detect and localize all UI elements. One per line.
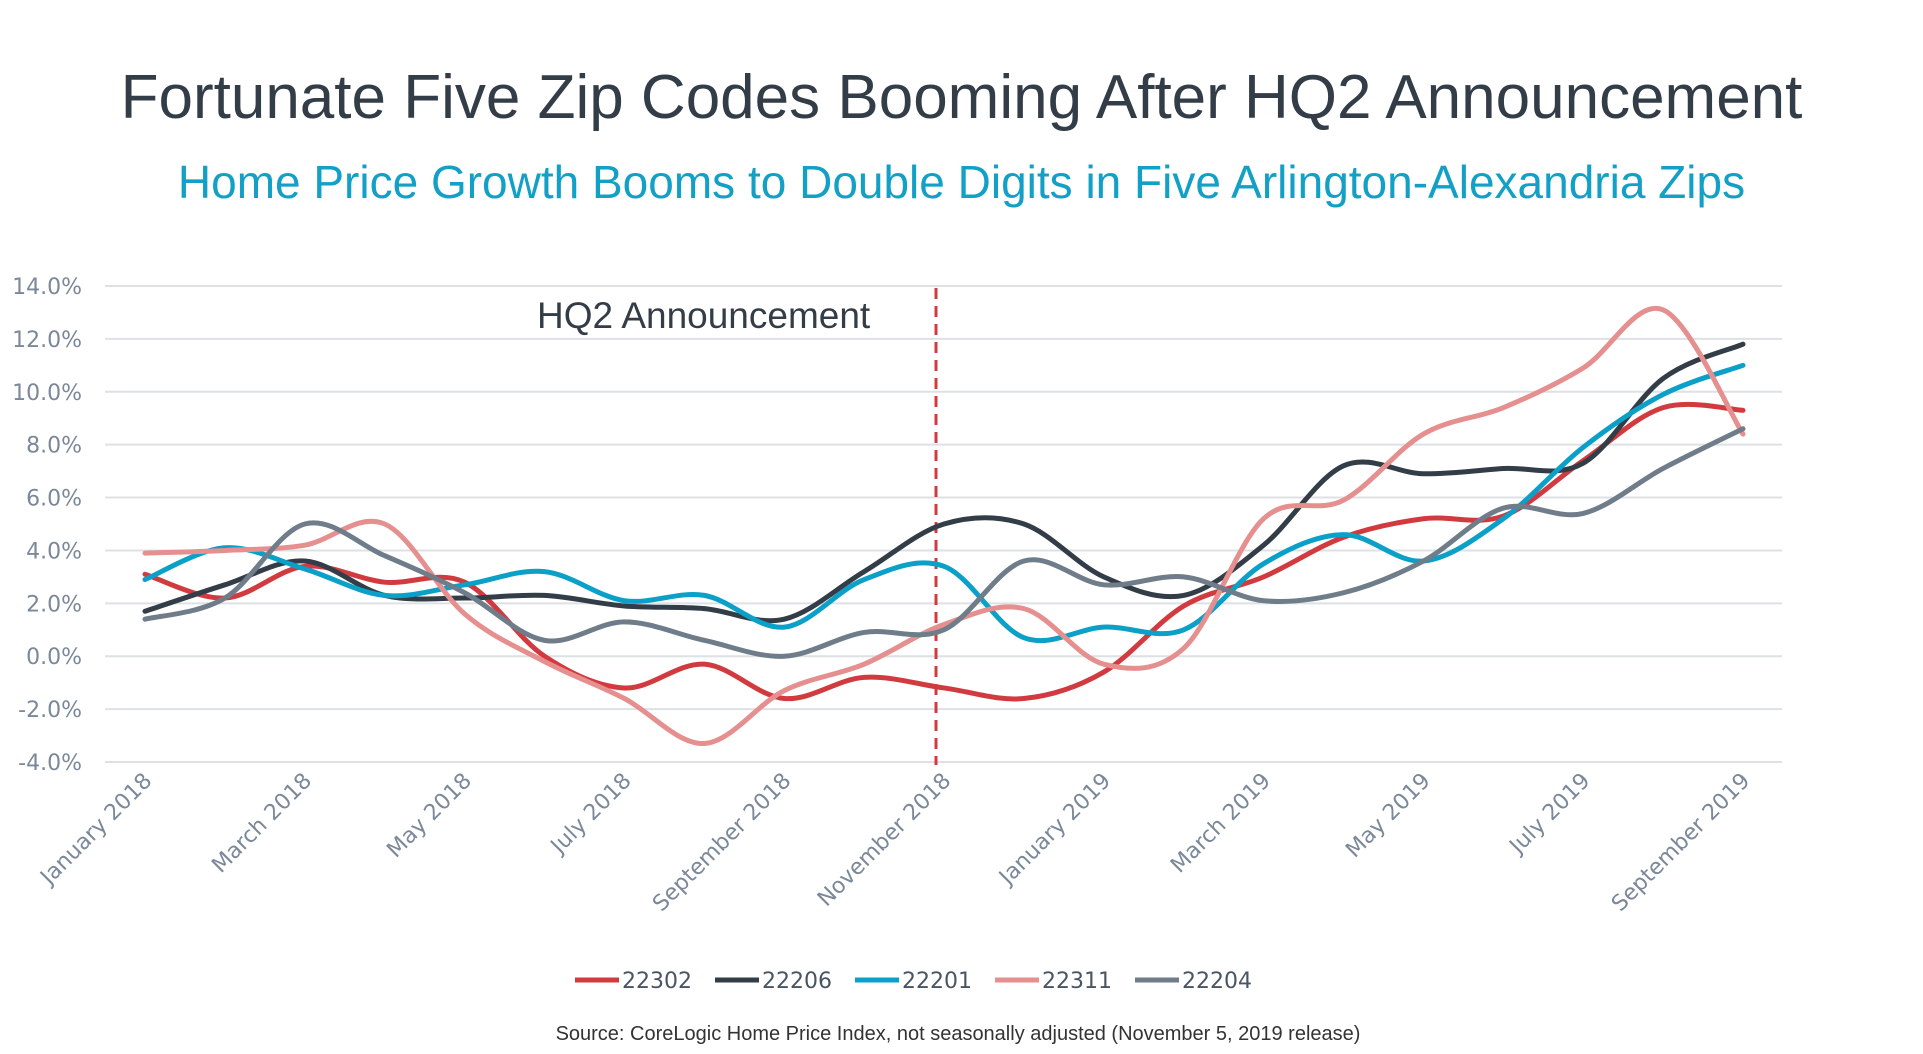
x-tick-label: May 2019 bbox=[1341, 769, 1435, 863]
y-tick-label: 4.0% bbox=[26, 539, 82, 564]
y-tick-label: 0.0% bbox=[26, 645, 82, 670]
legend-label-22201: 22201 bbox=[902, 969, 972, 994]
x-tick-label: January 2018 bbox=[35, 769, 158, 892]
hq2-announcement-label: HQ2 Announcement bbox=[537, 295, 871, 336]
x-tick-label: July 2019 bbox=[1504, 769, 1596, 861]
series-line-22311 bbox=[142, 305, 1746, 746]
series-line-22206 bbox=[142, 341, 1746, 624]
y-tick-label: 6.0% bbox=[26, 487, 82, 512]
legend-label-22204: 22204 bbox=[1182, 969, 1252, 994]
y-tick-label: 10.0% bbox=[12, 381, 82, 406]
x-tick-label: September 2019 bbox=[1607, 769, 1755, 917]
x-tick-label: May 2018 bbox=[382, 769, 476, 863]
chart-title: Fortunate Five Zip Codes Booming After H… bbox=[120, 63, 1803, 132]
series-line-22204 bbox=[142, 426, 1746, 659]
x-tick-label: March 2018 bbox=[207, 769, 317, 879]
y-tick-label: 8.0% bbox=[26, 434, 82, 459]
x-tick-label: July 2018 bbox=[545, 769, 637, 861]
chart-subtitle: Home Price Growth Booms to Double Digits… bbox=[177, 156, 1746, 208]
legend-label-22302: 22302 bbox=[622, 969, 692, 994]
series-line-22201 bbox=[142, 362, 1746, 644]
y-tick-label: 2.0% bbox=[26, 592, 82, 617]
source-note: Source: CoreLogic Home Price Index, not … bbox=[556, 1023, 1361, 1045]
series-line-22302 bbox=[142, 401, 1746, 702]
x-tick-label: November 2018 bbox=[813, 769, 956, 912]
y-tick-label: -2.0% bbox=[18, 698, 82, 723]
legend-label-22311: 22311 bbox=[1042, 969, 1112, 994]
y-tick-label: 12.0% bbox=[12, 328, 82, 353]
legend-label-22206: 22206 bbox=[762, 969, 832, 994]
y-tick-label: -4.0% bbox=[18, 751, 82, 776]
y-tick-label: 14.0% bbox=[12, 275, 82, 300]
x-tick-label: March 2019 bbox=[1166, 769, 1276, 879]
x-tick-label: September 2018 bbox=[648, 769, 796, 917]
x-tick-label: January 2019 bbox=[993, 769, 1116, 892]
